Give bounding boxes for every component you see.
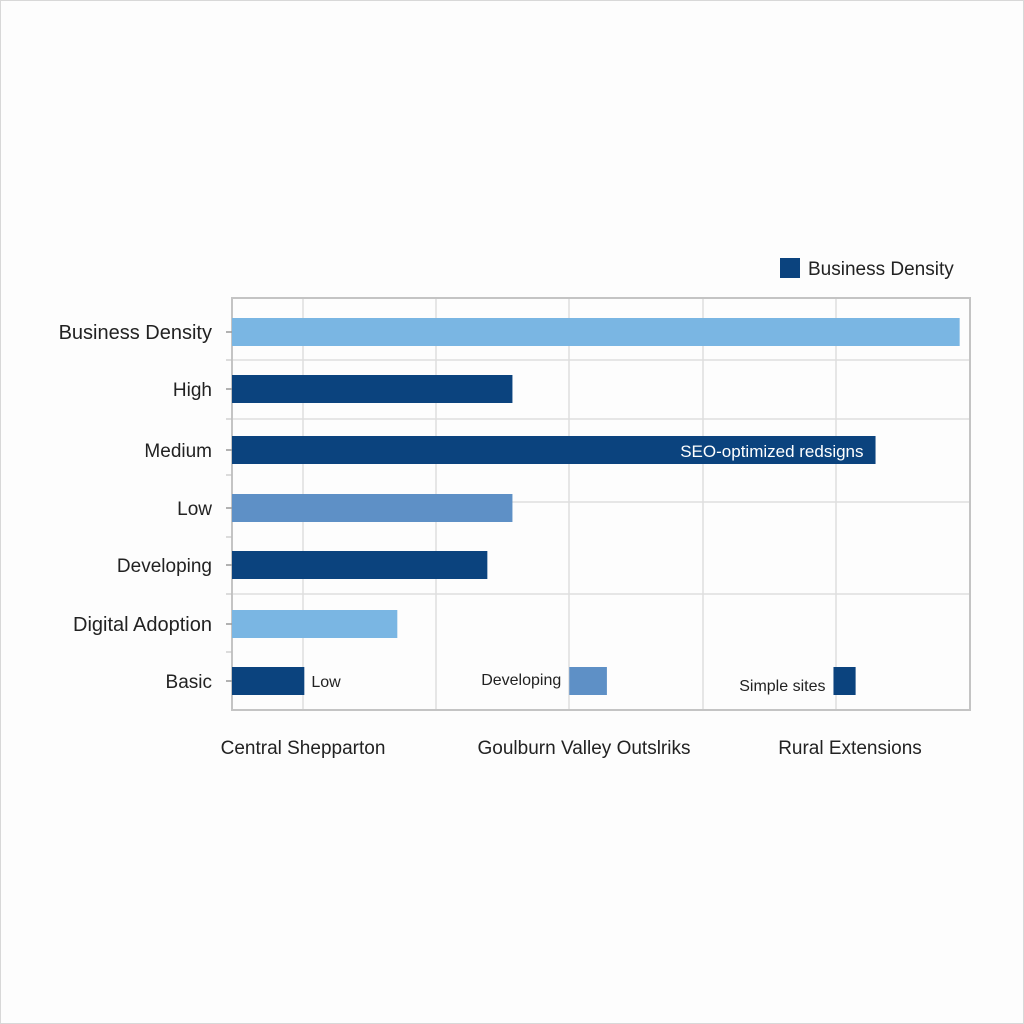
- bar-label: SEO-optimized redsigns: [680, 442, 863, 461]
- legend-swatch: [780, 258, 800, 278]
- y-tick-label: Developing: [117, 556, 212, 577]
- x-tick-label: Central Shepparton: [221, 738, 386, 759]
- y-tick-label: Business Density: [59, 322, 212, 344]
- bar-label: Simple sites: [739, 678, 825, 695]
- y-tick-label: Basic: [166, 672, 212, 693]
- bar-label: Low: [311, 674, 341, 691]
- bar: [569, 667, 607, 695]
- bar: [232, 610, 398, 638]
- y-tick-label: Digital Adoption: [73, 614, 212, 636]
- legend-label: Business Density: [808, 259, 954, 280]
- bar: [232, 667, 305, 695]
- bar: [833, 667, 856, 695]
- bar-label: Developing: [481, 672, 561, 689]
- x-tick-label: Rural Extensions: [778, 738, 922, 759]
- x-tick-label: Goulburn Valley Outslriks: [478, 738, 691, 759]
- y-tick-label: Medium: [144, 441, 212, 462]
- bar: [232, 375, 513, 403]
- bar: [232, 494, 513, 522]
- y-tick-label: Low: [177, 499, 212, 520]
- bar: [232, 551, 488, 579]
- y-tick-label: High: [173, 380, 212, 401]
- bar: [232, 436, 876, 464]
- bar: [232, 318, 960, 346]
